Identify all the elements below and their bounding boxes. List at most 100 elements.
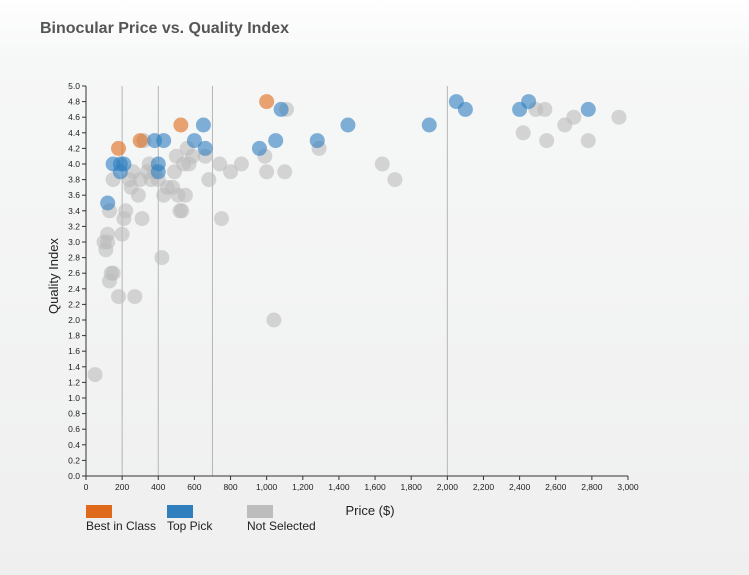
point-not-selected	[177, 187, 193, 203]
point-top-pick	[309, 133, 325, 149]
point-best-in-class	[132, 133, 148, 149]
legend-label-best-in-class: Best in Class	[86, 519, 156, 533]
point-not-selected	[537, 101, 553, 117]
x-ticks: 0 200 400 600 800 1,000 1,200 1,400 1,600 1,800 2,…	[84, 476, 639, 492]
legend-swatch-not-selected	[247, 505, 273, 518]
point-not-selected	[214, 211, 229, 227]
point-top-pick	[251, 140, 267, 156]
y-tick-label: 5.0	[68, 81, 80, 91]
point-not-selected	[154, 250, 170, 266]
y-tick-label: 0.0	[68, 471, 80, 481]
y-tick-label: 4.4	[68, 128, 80, 138]
y-tick-label: 0.6	[68, 424, 80, 434]
point-not-selected	[185, 148, 201, 164]
point-not-selected	[174, 203, 190, 219]
y-tick-label: 4.0	[68, 159, 80, 169]
y-tick-label: 0.2	[68, 455, 80, 465]
x-tick-label: 1,200	[292, 482, 314, 492]
point-not-selected	[233, 156, 249, 172]
point-not-selected	[266, 312, 282, 328]
x-tick-label: 0	[84, 482, 89, 492]
point-best-in-class	[173, 117, 189, 133]
x-tick-label: 2,800	[581, 482, 603, 492]
x-tick-label: 3,000	[617, 482, 639, 492]
point-not-selected	[223, 164, 239, 180]
legend-label-not-selected: Not Selected	[247, 519, 316, 533]
y-tick-label: 2.6	[68, 268, 80, 278]
point-not-selected	[566, 109, 582, 125]
point-not-selected	[387, 172, 403, 188]
x-tick-label: 1,600	[364, 482, 386, 492]
point-top-pick	[156, 133, 172, 149]
y-tick-label: 1.4	[68, 362, 80, 372]
reference-lines	[121, 86, 448, 476]
point-not-selected	[277, 164, 293, 180]
y-tick-label: 1.2	[68, 377, 80, 387]
point-top-pick	[116, 156, 132, 172]
legend: Best in Class Top Pick Not Selected	[86, 505, 316, 533]
y-tick-label: 3.8	[68, 175, 80, 185]
y-tick-label: 2.8	[68, 253, 80, 263]
y-tick-label: 3.4	[68, 206, 80, 216]
point-not-selected	[127, 289, 143, 305]
point-not-selected	[105, 265, 121, 281]
legend-label-top-pick: Top Pick	[167, 519, 213, 533]
y-tick-label: 1.6	[68, 346, 80, 356]
point-best-in-class	[259, 94, 275, 110]
point-top-pick	[268, 133, 284, 149]
point-not-selected	[539, 133, 555, 149]
legend-swatch-best-in-class	[86, 505, 112, 518]
y-tick-label: 0.8	[68, 409, 80, 419]
x-tick-label: 1,800	[401, 482, 423, 492]
y-tick-label: 3.6	[68, 190, 80, 200]
point-not-selected	[87, 367, 103, 383]
point-top-pick	[195, 117, 211, 133]
y-tick-label: 4.8	[68, 97, 80, 107]
point-not-selected	[611, 109, 627, 125]
x-tick-label: 200	[115, 482, 129, 492]
y-tick-label: 4.2	[68, 143, 80, 153]
point-top-pick	[186, 133, 202, 149]
x-tick-label: 2,200	[473, 482, 495, 492]
point-not-selected	[201, 172, 217, 188]
x-axis-title: Price ($)	[345, 503, 394, 518]
chart-title: Binocular Price vs. Quality Index	[40, 20, 289, 37]
point-not-selected	[212, 156, 228, 172]
y-tick-label: 1.0	[68, 393, 80, 403]
x-tick-label: 400	[151, 482, 165, 492]
point-top-pick	[150, 156, 166, 172]
point-top-pick	[197, 140, 213, 156]
point-not-selected	[130, 187, 146, 203]
y-tick-label: 1.8	[68, 331, 80, 341]
point-top-pick	[421, 117, 437, 133]
point-top-pick	[340, 117, 356, 133]
point-not-selected	[118, 203, 134, 219]
y-tick-label: 4.6	[68, 112, 80, 122]
point-not-selected	[100, 226, 116, 242]
x-tick-label: 2,400	[509, 482, 531, 492]
axes	[85, 86, 628, 477]
data-points	[87, 94, 627, 383]
y-tick-label: 3.0	[68, 237, 80, 247]
y-axis-title: Quality Index	[46, 238, 61, 314]
x-tick-label: 2,000	[437, 482, 459, 492]
x-tick-label: 1,400	[328, 482, 350, 492]
x-tick-label: 2,600	[545, 482, 567, 492]
point-top-pick	[273, 101, 289, 117]
y-tick-label: 2.2	[68, 299, 80, 309]
point-not-selected	[515, 125, 531, 141]
point-top-pick	[580, 101, 596, 117]
point-not-selected	[259, 164, 275, 180]
x-tick-label: 600	[187, 482, 201, 492]
point-not-selected	[374, 156, 390, 172]
point-not-selected	[134, 211, 150, 227]
x-tick-label: 1,000	[256, 482, 278, 492]
point-best-in-class	[111, 140, 127, 156]
y-tick-label: 2.4	[68, 284, 80, 294]
y-tick-label: 3.2	[68, 221, 80, 231]
y-ticks: 0.0 0.2 0.4 0.6 0.8 1.0 1.2 1.4 1.6 1.8 2.0 2.2 2.4 2…	[68, 81, 86, 481]
point-top-pick	[100, 195, 116, 211]
y-tick-label: 2.0	[68, 315, 80, 325]
point-top-pick	[521, 94, 537, 110]
